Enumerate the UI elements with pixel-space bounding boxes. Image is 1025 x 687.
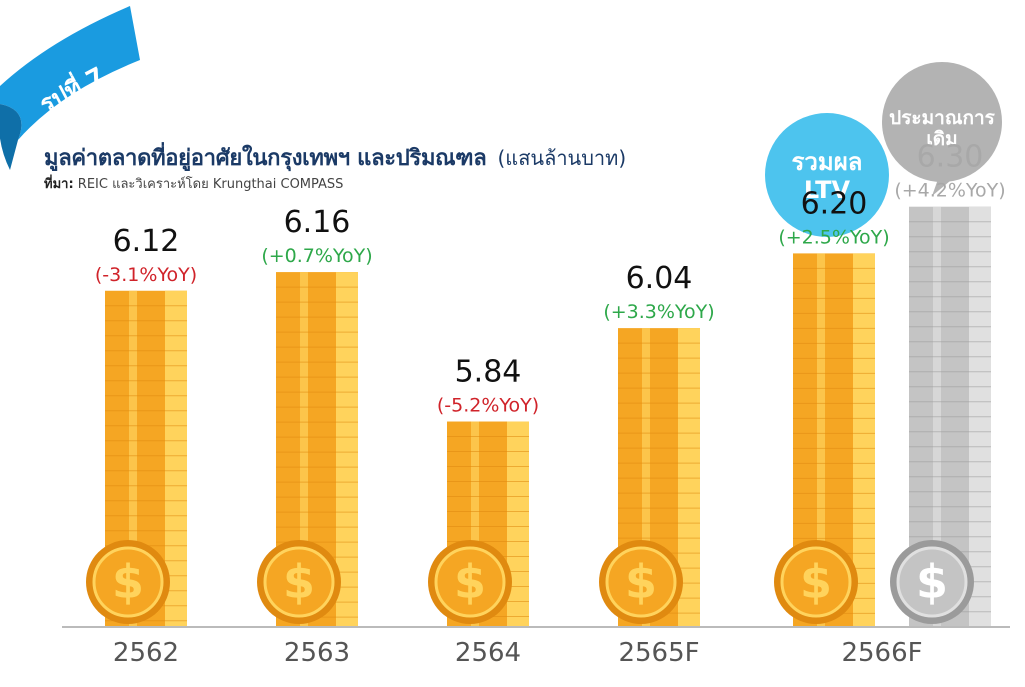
x-tick-label: 2564 (455, 638, 521, 668)
coin-face (434, 546, 506, 618)
bar-6: $6.30 (+4.2%YoY) (890, 140, 1006, 627)
bar-highlight (642, 328, 650, 627)
chart-title-unit: (แสนล้านบาท) (497, 146, 627, 170)
original-forecast-callout: ประมาณการ เดิม (882, 62, 1002, 196)
x-tick-label: 2562 (113, 638, 179, 668)
x-tick-label: 2563 (284, 638, 350, 668)
yoy-label: (+0.7%YoY) (261, 245, 372, 267)
yoy-label: (-5.2%YoY) (437, 395, 539, 417)
source-label: ที่มา: (44, 177, 74, 192)
x-tick-label: 2566F (841, 638, 922, 668)
coin-face (605, 546, 677, 618)
chart-title-main: มูลค่าตลาดที่อยู่อาศัยในกรุงเทพฯ และปริม… (44, 146, 487, 171)
chart-title: มูลค่าตลาดที่อยู่อาศัยในกรุงเทพฯ และปริม… (44, 140, 626, 175)
value-label: 6.30 (917, 140, 984, 175)
ltv-callout-line2: LTV (804, 176, 851, 204)
bar-2: $6.16 (+0.7%YoY) (257, 205, 373, 627)
value-label: 6.12 (113, 224, 180, 259)
bar-3: $5.84 (-5.2%YoY) (428, 355, 539, 627)
source-note: ที่มา: REIC และวิเคราะห์โดย Krungthai CO… (44, 173, 343, 194)
dollar-icon: $ (916, 555, 948, 609)
original-callout-line2: เดิม (926, 128, 957, 150)
original-callout-line1: ประมาณการ (889, 107, 995, 129)
coin-face (263, 546, 335, 618)
coin-face (780, 546, 852, 618)
source-text: REIC และวิเคราะห์โดย Krungthai COMPASS (77, 177, 344, 192)
dollar-icon: $ (454, 555, 486, 609)
bar-5: $6.20 (+2.5%YoY) (774, 186, 890, 627)
dollar-icon: $ (283, 555, 315, 609)
value-label: 6.04 (626, 261, 693, 296)
coin-face (92, 546, 164, 618)
value-label: 6.16 (284, 205, 351, 240)
bar-highlight (817, 253, 825, 627)
coin-face (896, 546, 968, 618)
bar-group: $6.12 (-3.1%YoY) $6.16 (+0.7%YoY) $5.84 (-5.2… (86, 140, 1006, 627)
bar-edge (507, 421, 529, 627)
dollar-icon: $ (625, 555, 657, 609)
bar-highlight (471, 421, 479, 627)
yoy-label: (+3.3%YoY) (603, 301, 714, 323)
x-tick-label: 2565F (618, 638, 699, 668)
dollar-icon: $ (112, 555, 144, 609)
value-label: 6.20 (801, 186, 868, 221)
x-axis-labels: 2562 2563 2564 2565F 2566F (113, 638, 923, 668)
bar-edge (165, 290, 187, 627)
bar-edge (336, 272, 358, 627)
yoy-label: (+4.2%YoY) (894, 180, 1005, 202)
dollar-icon: $ (800, 555, 832, 609)
value-label: 5.84 (455, 355, 522, 390)
bar-4: $6.04 (+3.3%YoY) (599, 261, 715, 627)
ltv-callout-line1: รวมผล (792, 148, 863, 176)
yoy-label: (-3.1%YoY) (95, 264, 197, 286)
bar-highlight (300, 272, 308, 627)
bar-edge (853, 253, 875, 627)
ltv-callout: รวมผล LTV (765, 113, 889, 237)
bar-highlight (129, 290, 137, 627)
bar-1: $6.12 (-3.1%YoY) (86, 224, 197, 627)
yoy-label: (+2.5%YoY) (778, 226, 889, 248)
